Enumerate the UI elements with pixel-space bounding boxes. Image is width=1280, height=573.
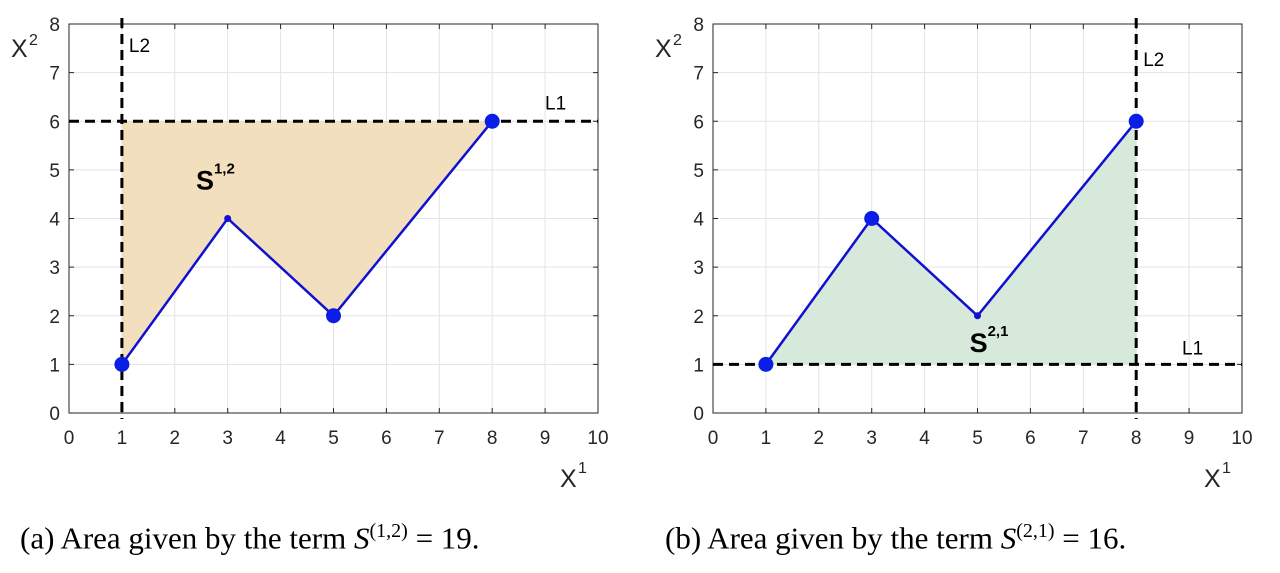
plot-b-xtick-label: 4	[919, 428, 930, 449]
plot-a-xtick-label: 9	[540, 428, 551, 449]
plot-b-xtick-label: 9	[1184, 428, 1195, 449]
plot-b-xtick-label: 8	[1131, 428, 1142, 449]
plot-b-xtick-label: 2	[814, 428, 825, 449]
plot-b-shaded-area	[765, 121, 1137, 365]
plot-a-ytick-label: 0	[49, 404, 60, 425]
plot-b-ytick-label: 8	[693, 15, 704, 36]
plot-a-xlabel-sup: 1	[578, 460, 587, 477]
plot-b-ytick-label: 2	[693, 307, 704, 328]
plot-a-path-line	[120, 120, 494, 366]
plot-a-data-marker	[484, 113, 500, 129]
plot-b-xtick-label: 7	[1078, 428, 1089, 449]
caption-b-prefix: (b) Area given by the term	[665, 520, 1001, 556]
plot-b-xtick-label: 5	[972, 428, 983, 449]
plot-a-xtick-label: 3	[222, 428, 233, 449]
plot-b-xtick-label: 1	[761, 428, 772, 449]
plot-a-ytick-label: 7	[49, 64, 60, 85]
plot-a-vertex-dot	[224, 215, 232, 222]
plot-b-ytick-label: 0	[693, 404, 704, 425]
plot-a-xtick-label: 5	[328, 428, 339, 449]
plot-a-ytick-label: 5	[49, 161, 60, 182]
plot-b-ytick-label: 4	[693, 210, 704, 231]
plot-a-xlabel: X	[560, 465, 577, 493]
plot-a-xtick-label: 7	[434, 428, 445, 449]
plot-b-area-label-sup: 2,1	[988, 323, 1009, 340]
plot-b-xlabel: X	[1204, 465, 1221, 493]
caption-a-sup: (1,2)	[369, 520, 408, 542]
plot-a-area-label: S	[196, 165, 214, 195]
plot-a-ytick-label: 2	[49, 307, 60, 328]
plot-a-ytick-label: 8	[49, 15, 60, 36]
caption-a-suffix: = 19.	[407, 520, 480, 556]
plot-a-hline-label: L1	[545, 93, 566, 114]
plot-b-vline-label: L2	[1143, 50, 1164, 71]
plot-b-ytick-label: 5	[693, 161, 704, 182]
plot-a-xtick-label: 0	[64, 428, 75, 449]
plot-a-area-label-sup: 1,2	[214, 160, 235, 177]
plot-a-ytick-label: 4	[49, 210, 60, 231]
caption-b-sup: (2,1)	[1016, 520, 1055, 542]
plot-b-ytick-label: 6	[693, 112, 704, 133]
plot-a-xtick-label: 4	[275, 428, 286, 449]
plot-b-xtick-label: 0	[708, 428, 719, 449]
plot-a-ytick-label: 3	[49, 258, 60, 279]
plot-b-data-marker	[758, 356, 774, 372]
plot-a-shaded-area	[121, 121, 493, 365]
plot-b-xlabel-sup: 1	[1222, 460, 1231, 477]
plot-a-ytick-label: 6	[49, 112, 60, 133]
plot-b-xtick-label: 3	[866, 428, 877, 449]
caption-b-var: S	[1000, 520, 1017, 556]
plot-a-vline-label: L2	[129, 36, 150, 57]
plot-b-xtick-label: 6	[1025, 428, 1036, 449]
plot-b-vertex-dot	[974, 312, 981, 320]
plot-a-xtick-label: 10	[587, 428, 608, 449]
plot-a-xtick-label: 6	[381, 428, 392, 449]
plot-b-ytick-label: 7	[693, 64, 704, 85]
plot-a-data-marker	[326, 308, 341, 324]
plot-b-data-marker	[1128, 113, 1144, 129]
plot-b-ylabel: X	[655, 35, 672, 63]
plot-b-ylabel-sup: 2	[673, 32, 682, 49]
plot-b-ytick-label: 3	[693, 258, 704, 279]
plot-a-xtick-label: 8	[487, 428, 498, 449]
caption-a-var: S	[353, 520, 370, 556]
caption-a-prefix: (a) Area given by the term	[20, 520, 354, 556]
caption-a: (a) Area given by the term S(1,2) = 19.	[20, 520, 480, 556]
plot-b-hline-label: L1	[1182, 338, 1203, 359]
plot-b-xtick-label: 10	[1231, 428, 1252, 449]
plot-b-data-marker	[864, 211, 880, 226]
plot-a-xtick-label: 1	[117, 428, 128, 449]
plot-a-ylabel: X	[11, 35, 28, 63]
plot-b-path-line	[764, 120, 1138, 366]
plot-a-data-marker	[114, 356, 130, 372]
plot-b-area-label: S	[970, 328, 988, 358]
caption-b-suffix: = 16.	[1054, 520, 1127, 556]
plot-b-ytick-label: 1	[693, 355, 704, 376]
plot-a-xtick-label: 2	[170, 428, 181, 449]
caption-b: (b) Area given by the term S(2,1) = 16.	[665, 520, 1126, 556]
plot-a-ytick-label: 1	[49, 355, 60, 376]
plot-a-ylabel-sup: 2	[29, 32, 38, 49]
